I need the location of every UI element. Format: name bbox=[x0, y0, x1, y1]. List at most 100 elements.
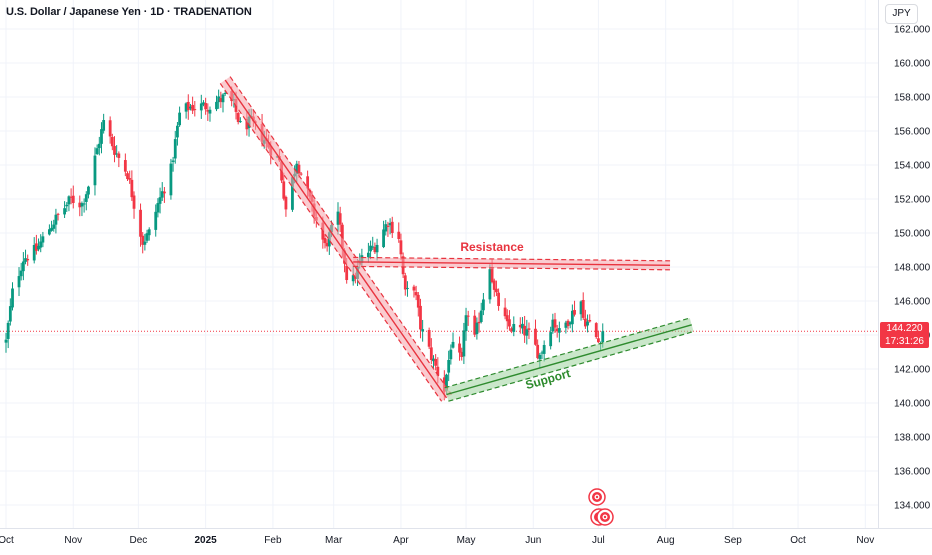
candle bbox=[87, 185, 90, 199]
candle bbox=[566, 319, 570, 330]
candle bbox=[56, 212, 60, 221]
candle-body bbox=[583, 318, 587, 327]
candle-body bbox=[477, 321, 481, 324]
support-band-midline bbox=[446, 324, 692, 396]
candle-body bbox=[382, 229, 385, 248]
resistance-band bbox=[353, 256, 671, 271]
candle bbox=[325, 239, 329, 252]
candle-body bbox=[497, 292, 500, 306]
candle bbox=[451, 332, 455, 349]
candle-body bbox=[108, 120, 112, 137]
candle bbox=[63, 201, 66, 218]
candle bbox=[204, 97, 208, 115]
candle-body bbox=[215, 101, 218, 110]
symbol-title[interactable]: U.S. Dollar / Japanese Yen · 1D · TRADEN… bbox=[6, 6, 252, 18]
candle-body bbox=[11, 288, 14, 308]
candle bbox=[464, 307, 468, 341]
candle bbox=[126, 171, 129, 181]
candle bbox=[429, 338, 433, 365]
candle bbox=[540, 350, 544, 360]
candle-body bbox=[475, 322, 479, 335]
candle-body bbox=[100, 129, 103, 144]
candle bbox=[163, 187, 166, 203]
candle-body bbox=[579, 301, 583, 315]
support-band-edge bbox=[444, 317, 690, 389]
candle-body bbox=[419, 305, 422, 330]
x-tick-label: Mar bbox=[325, 535, 343, 546]
candle bbox=[206, 103, 210, 121]
candle bbox=[147, 227, 151, 241]
x-tick-label: Apr bbox=[393, 535, 409, 546]
candle-body bbox=[295, 163, 299, 174]
candle-body bbox=[570, 310, 574, 325]
candle-body bbox=[564, 322, 568, 328]
candle bbox=[169, 158, 173, 200]
candle-body bbox=[512, 323, 516, 332]
candle-body bbox=[130, 179, 134, 198]
candle-body bbox=[503, 307, 507, 317]
target-icon-dot bbox=[595, 495, 599, 499]
candle-body bbox=[432, 358, 435, 362]
candle bbox=[458, 336, 461, 361]
candle-body bbox=[67, 196, 71, 205]
candle bbox=[462, 322, 466, 365]
candle bbox=[176, 121, 179, 146]
candle-body bbox=[462, 330, 466, 357]
candle-body bbox=[219, 98, 223, 102]
candle bbox=[26, 254, 30, 266]
candle bbox=[54, 208, 58, 234]
candle bbox=[108, 116, 112, 144]
candle bbox=[449, 344, 453, 365]
candle-body bbox=[282, 181, 286, 199]
candle-body bbox=[412, 286, 416, 291]
candle bbox=[221, 93, 225, 113]
candle bbox=[553, 312, 557, 333]
candle-body bbox=[586, 321, 589, 326]
candle bbox=[371, 236, 375, 250]
candle-body bbox=[436, 366, 440, 376]
candle-body bbox=[325, 242, 329, 247]
candle-body bbox=[4, 339, 8, 343]
candle bbox=[479, 302, 483, 324]
candle bbox=[71, 185, 75, 209]
candle-body bbox=[466, 315, 470, 317]
candle-body bbox=[163, 191, 166, 194]
candle bbox=[215, 95, 218, 112]
candle bbox=[100, 122, 103, 154]
candle-body bbox=[24, 258, 27, 262]
candle bbox=[19, 262, 23, 281]
candle bbox=[549, 326, 553, 350]
candle-body bbox=[41, 236, 45, 243]
candle-body bbox=[421, 329, 425, 332]
event-icons bbox=[588, 488, 614, 526]
candle bbox=[564, 320, 568, 334]
x-tick-label: 2025 bbox=[195, 535, 218, 546]
candle-body bbox=[202, 102, 205, 105]
candle bbox=[508, 310, 511, 331]
candle bbox=[52, 219, 56, 232]
candle-body bbox=[549, 332, 553, 347]
candle-body bbox=[199, 103, 203, 111]
candle-body bbox=[110, 136, 114, 147]
candle-body bbox=[102, 120, 106, 131]
downtrend-channel-edge bbox=[219, 83, 443, 402]
candle bbox=[505, 309, 509, 330]
x-tick-label: Nov bbox=[64, 535, 82, 546]
x-tick-label: Jul bbox=[592, 535, 605, 546]
candle bbox=[110, 133, 114, 151]
candle bbox=[128, 170, 132, 184]
candle-body bbox=[245, 119, 249, 130]
candle-body bbox=[594, 323, 598, 338]
candle-body bbox=[551, 319, 555, 332]
candle bbox=[4, 332, 8, 353]
currency-selector[interactable]: JPY bbox=[885, 4, 918, 24]
candle-body bbox=[427, 330, 431, 347]
candle bbox=[189, 103, 192, 111]
candle bbox=[173, 130, 177, 164]
candle-body bbox=[323, 238, 327, 244]
candle-body bbox=[406, 287, 409, 289]
x-tick-label: Aug bbox=[657, 535, 675, 546]
candle-body bbox=[542, 344, 546, 354]
